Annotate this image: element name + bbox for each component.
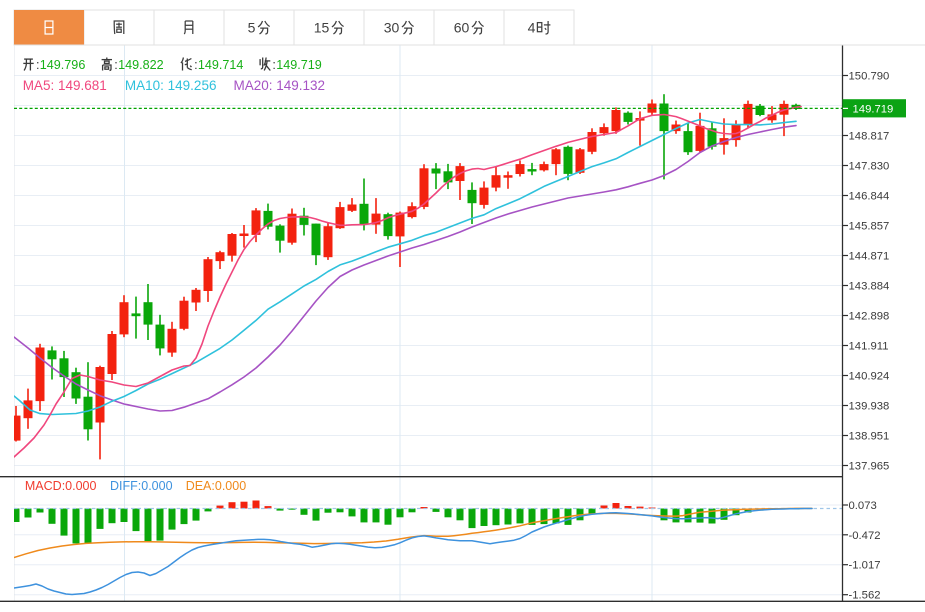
svg-text:137.965: 137.965: [849, 461, 890, 473]
svg-text::: :: [272, 58, 276, 72]
svg-text::: :: [114, 58, 118, 72]
svg-text::: :: [194, 58, 198, 72]
svg-text:0.073: 0.073: [849, 500, 877, 512]
svg-text:140.924: 140.924: [849, 371, 890, 383]
svg-text:30: 30: [384, 20, 400, 36]
svg-text:146.844: 146.844: [849, 191, 890, 203]
svg-text:142.898: 142.898: [849, 311, 890, 323]
svg-text:DIFF:0.000: DIFF:0.000: [110, 479, 173, 493]
svg-text:DEA:0.000: DEA:0.000: [186, 479, 247, 493]
svg-text:149.719: 149.719: [853, 104, 894, 116]
svg-text:149.719: 149.719: [276, 58, 322, 72]
svg-text:139.938: 139.938: [849, 401, 890, 413]
svg-text:144.871: 144.871: [849, 251, 890, 263]
svg-text:-0.472: -0.472: [849, 530, 881, 542]
svg-text:-1.562: -1.562: [849, 590, 881, 602]
svg-text:149.714: 149.714: [198, 58, 244, 72]
svg-text::: :: [36, 58, 40, 72]
svg-text:150.790: 150.790: [849, 71, 890, 83]
svg-text:147.830: 147.830: [849, 161, 890, 173]
svg-text:4: 4: [528, 20, 536, 36]
svg-text:MA10: 149.256: MA10: 149.256: [125, 78, 217, 93]
svg-text:MACD:0.000: MACD:0.000: [25, 479, 97, 493]
svg-text:145.857: 145.857: [849, 221, 890, 233]
svg-text:60: 60: [454, 20, 470, 36]
svg-text:5: 5: [248, 20, 256, 36]
svg-text:15: 15: [314, 20, 330, 36]
svg-text:MA5: 149.681: MA5: 149.681: [23, 78, 107, 93]
svg-text:143.884: 143.884: [849, 281, 890, 293]
svg-text:149.822: 149.822: [118, 58, 164, 72]
svg-text:141.911: 141.911: [849, 341, 889, 353]
svg-text:-1.017: -1.017: [849, 560, 881, 572]
svg-text:149.796: 149.796: [40, 58, 86, 72]
svg-text:138.951: 138.951: [849, 431, 890, 443]
svg-text:MA20: 149.132: MA20: 149.132: [234, 78, 326, 93]
svg-text:148.817: 148.817: [849, 131, 890, 143]
